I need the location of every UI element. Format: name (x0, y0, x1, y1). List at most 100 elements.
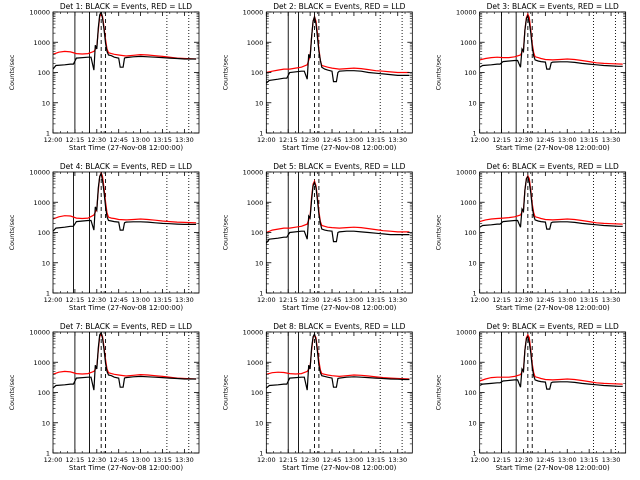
panel-title: Det 2: BLACK = Events, RED = LLD (273, 2, 405, 11)
x-axis-label: Start Time (27-Nov-08 12:00:00) (69, 464, 183, 472)
y-tick-label: 100 (464, 229, 476, 237)
series-line (479, 13, 623, 70)
detector-panel: 1 10 100 1000 10000 12:00 12:15 12:30 12:45 13:00… (221, 322, 413, 472)
y-tick-label: 100 (38, 389, 50, 397)
y-tick-label: 1000 (33, 39, 50, 47)
series-line (266, 179, 410, 234)
x-tick-label: 12:45 (323, 136, 342, 144)
x-axis-label: Start Time (27-Nov-08 12:00:00) (69, 144, 183, 152)
y-tick-label: 1 (473, 290, 477, 298)
x-tick-label: 12:45 (536, 136, 555, 144)
x-tick-label: 12:00 (257, 136, 276, 144)
series-line (479, 175, 623, 230)
detector-panel: 1 10 100 1000 10000 12:00 12:15 12:30 12:45 13:00… (435, 322, 627, 472)
x-tick-label: 12:00 (470, 136, 489, 144)
panel-title: Det 9: BLACK = Events, RED = LLD (487, 322, 619, 331)
x-tick-label: 13:15 (580, 456, 599, 464)
panel-title: Det 4: BLACK = Events, RED = LLD (60, 162, 192, 171)
detector-panel: 1 10 100 1000 10000 12:00 12:15 12:30 12:45 13:00… (221, 162, 413, 312)
x-tick-label: 13:00 (345, 296, 364, 304)
x-tick-label: 12:30 (301, 296, 320, 304)
x-tick-label: 13:30 (388, 296, 407, 304)
y-tick-label: 10000 (29, 329, 50, 337)
y-tick-label: 1000 (460, 39, 477, 47)
x-tick-label: 12:30 (87, 456, 106, 464)
y-tick-label: 1 (259, 130, 263, 138)
x-axis-label: Start Time (27-Nov-08 12:00:00) (496, 464, 610, 472)
x-axis-label: Start Time (27-Nov-08 12:00:00) (69, 304, 183, 312)
x-tick-label: 12:15 (279, 456, 298, 464)
x-tick-label: 12:30 (87, 136, 106, 144)
y-axis-label: Counts/sec (8, 214, 16, 250)
x-tick-label: 12:00 (257, 456, 276, 464)
y-axis-label: Counts/sec (8, 374, 16, 410)
y-tick-label: 1 (46, 130, 50, 138)
y-tick-label: 10 (255, 419, 263, 427)
x-tick-label: 12:30 (301, 456, 320, 464)
detector-panel: 1 10 100 1000 10000 12:00 12:15 12:30 12:45 13:00… (8, 322, 200, 472)
y-axis-label: Counts/sec (221, 54, 229, 90)
x-tick-label: 13:00 (131, 456, 150, 464)
x-axis-label: Start Time (27-Nov-08 12:00:00) (496, 144, 610, 152)
detector-panel: 1 10 100 1000 10000 12:00 12:15 12:30 12:45 13:00… (8, 2, 200, 152)
x-tick-label: 12:45 (109, 296, 128, 304)
x-tick-label: 12:45 (536, 456, 555, 464)
x-tick-label: 12:15 (66, 136, 85, 144)
y-tick-label: 100 (38, 69, 50, 77)
y-axis-label: Counts/sec (435, 374, 443, 410)
x-tick-label: 13:30 (175, 136, 194, 144)
y-tick-label: 1000 (247, 199, 264, 207)
x-tick-label: 12:15 (492, 456, 511, 464)
x-tick-label: 13:00 (345, 456, 364, 464)
x-tick-label: 13:30 (388, 456, 407, 464)
y-tick-label: 10000 (456, 9, 477, 17)
panel-title: Det 7: BLACK = Events, RED = LLD (60, 322, 192, 331)
panel-title: Det 1: BLACK = Events, RED = LLD (60, 2, 192, 11)
x-tick-label: 13:00 (345, 136, 364, 144)
y-tick-label: 10 (468, 259, 476, 267)
y-tick-label: 10 (255, 259, 263, 267)
x-tick-label: 13:15 (366, 296, 385, 304)
y-tick-label: 10000 (243, 9, 264, 17)
y-tick-label: 100 (251, 229, 263, 237)
y-tick-label: 10000 (243, 329, 264, 337)
x-tick-label: 12:45 (109, 136, 128, 144)
x-tick-label: 13:30 (388, 136, 407, 144)
panel-title: Det 6: BLACK = Events, RED = LLD (487, 162, 619, 171)
x-tick-label: 13:15 (153, 296, 172, 304)
detector-panel: 1 10 100 1000 10000 12:00 12:15 12:30 12:45 13:00… (221, 2, 413, 152)
series-line (53, 172, 197, 232)
y-tick-label: 1 (473, 450, 477, 458)
series-line (479, 335, 623, 390)
series-line (266, 14, 410, 74)
x-tick-label: 12:45 (536, 296, 555, 304)
x-tick-label: 12:00 (257, 296, 276, 304)
y-tick-label: 10000 (456, 329, 477, 337)
y-tick-label: 1000 (33, 199, 50, 207)
x-tick-label: 13:30 (175, 456, 194, 464)
y-tick-label: 10000 (243, 169, 264, 177)
y-axis-label: Counts/sec (435, 54, 443, 90)
x-tick-label: 13:00 (558, 296, 577, 304)
y-tick-label: 100 (251, 69, 263, 77)
x-tick-label: 12:00 (470, 456, 489, 464)
y-tick-label: 10 (468, 419, 476, 427)
y-tick-label: 1000 (33, 359, 50, 367)
x-tick-label: 13:00 (558, 136, 577, 144)
y-axis-label: Counts/sec (221, 214, 229, 250)
x-tick-label: 12:30 (301, 136, 320, 144)
x-tick-label: 13:00 (131, 136, 150, 144)
x-tick-label: 12:15 (279, 136, 298, 144)
detector-panel: 1 10 100 1000 10000 12:00 12:15 12:30 12:45 13:00… (8, 162, 200, 312)
x-tick-label: 12:00 (44, 296, 63, 304)
x-tick-label: 12:30 (514, 136, 533, 144)
y-tick-label: 1000 (247, 359, 264, 367)
y-tick-label: 100 (38, 229, 50, 237)
x-tick-label: 12:45 (109, 456, 128, 464)
y-tick-label: 10000 (29, 169, 50, 177)
series-line (266, 14, 410, 84)
y-tick-label: 100 (251, 389, 263, 397)
plot-frame (52, 171, 200, 294)
x-tick-label: 12:45 (323, 296, 342, 304)
y-tick-label: 10 (42, 419, 50, 427)
